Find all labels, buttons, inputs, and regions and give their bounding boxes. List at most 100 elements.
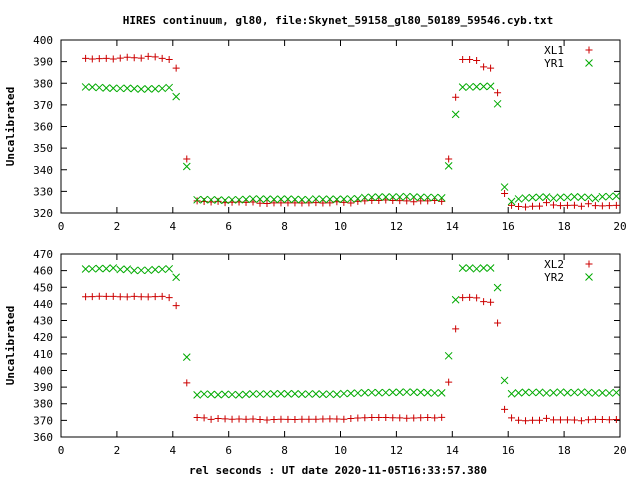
data-point-yr1 (395, 193, 404, 201)
x-tick-label-top: 18 (557, 220, 570, 233)
data-point-xl1 (577, 202, 585, 210)
data-point-xl1 (361, 197, 369, 205)
data-point-yr1 (472, 82, 481, 91)
data-point-yr1 (458, 83, 467, 91)
data-point-xl2 (396, 414, 404, 422)
data-point-yr1 (563, 193, 572, 202)
data-point-xl1 (396, 197, 404, 205)
data-point-xl1 (88, 55, 96, 63)
data-point-yr1 (416, 193, 425, 202)
data-point-xl2 (570, 416, 578, 424)
data-point-xl2 (424, 414, 432, 422)
data-point-yr1 (249, 195, 257, 203)
y-tick-label-top: 330 (33, 185, 53, 198)
data-point-yr2 (549, 388, 558, 397)
data-point-yr2 (193, 391, 201, 399)
data-point-yr1 (514, 195, 523, 203)
data-point-xl2 (263, 416, 271, 424)
data-point-yr2 (242, 390, 250, 399)
data-point-xl1 (508, 201, 516, 209)
data-point-xl2 (542, 414, 550, 422)
data-point-xl2 (228, 415, 236, 423)
data-point-yr2 (284, 390, 292, 398)
data-point-yr1 (340, 195, 348, 204)
data-point-yr1 (423, 193, 432, 202)
data-point-xl1 (452, 93, 460, 101)
data-point-xl2 (183, 379, 191, 387)
y-tick-label-bottom: 400 (33, 364, 53, 377)
data-point-yr2 (542, 389, 551, 397)
y-tick-label-bottom: 390 (33, 381, 53, 394)
data-point-xl1 (501, 190, 509, 198)
data-point-xl1 (263, 199, 271, 207)
data-point-xl2 (312, 415, 320, 423)
data-point-xl1 (347, 199, 355, 207)
data-point-xl1 (424, 197, 432, 205)
data-point-xl1 (556, 202, 564, 210)
data-point-xl2 (221, 415, 229, 423)
data-point-yr1 (221, 196, 229, 205)
data-point-yr1 (172, 92, 181, 101)
data-point-xl2 (529, 416, 537, 424)
data-point-xl1 (109, 55, 117, 63)
data-point-xl2 (88, 293, 96, 301)
data-point-xl1 (158, 54, 166, 62)
data-point-xl2 (494, 319, 502, 327)
data-point-yr1 (591, 194, 600, 203)
data-point-xl2 (389, 414, 397, 422)
data-point-yr1 (409, 193, 418, 201)
data-point-yr1 (333, 195, 341, 204)
data-point-xl2 (452, 325, 460, 333)
data-point-xl1 (473, 57, 481, 65)
data-point-yr1 (367, 193, 376, 202)
data-point-xl2 (445, 378, 453, 386)
data-point-xl2 (549, 416, 557, 424)
data-point-yr1 (570, 192, 579, 201)
data-point-yr2 (612, 388, 621, 397)
data-point-yr2 (451, 295, 460, 304)
data-point-xl1 (417, 197, 425, 205)
data-point-yr1 (214, 196, 222, 204)
data-point-yr1 (88, 83, 97, 91)
data-point-yr2 (333, 390, 341, 399)
x-tick-label-bottom: 18 (557, 444, 570, 457)
y-tick-label-bottom: 470 (33, 248, 53, 261)
data-point-yr1 (479, 82, 488, 91)
data-point-yr1 (549, 194, 558, 203)
data-point-yr1 (521, 194, 530, 202)
legend-top: XL1 YR1 (544, 44, 593, 70)
data-point-yr2 (437, 389, 446, 397)
data-point-yr1 (102, 84, 111, 92)
data-point-yr1 (291, 195, 299, 204)
data-point-yr2 (346, 389, 355, 398)
data-point-yr1 (402, 192, 411, 201)
data-point-xl2 (305, 415, 313, 423)
data-point-yr1 (353, 194, 362, 203)
data-point-yr1 (256, 195, 264, 204)
data-point-xl2 (284, 415, 292, 423)
data-point-xl1 (549, 201, 557, 209)
data-point-yr2 (109, 264, 118, 272)
data-point-yr2 (577, 388, 586, 396)
x-tick-label-top: 10 (334, 220, 347, 233)
data-point-yr2 (340, 389, 348, 398)
y-axis-label-top: Uncalibrated (4, 87, 17, 166)
legend-bottom: XL2 YR2 (544, 258, 593, 284)
data-point-xl2 (382, 414, 390, 422)
data-point-yr1 (465, 83, 474, 91)
series-marks-bottom (81, 264, 621, 425)
data-point-yr2 (207, 390, 215, 399)
x-tick-label-top: 2 (114, 220, 121, 233)
y-tick-label-bottom: 360 (33, 431, 53, 444)
data-point-yr2 (182, 353, 191, 361)
data-point-yr2 (500, 376, 509, 385)
data-point-yr2 (277, 389, 285, 398)
data-point-yr2 (367, 388, 376, 397)
data-point-yr1 (200, 195, 208, 204)
data-point-xl1 (598, 202, 606, 210)
data-point-yr1 (137, 85, 146, 93)
data-point-xl1 (368, 196, 376, 204)
legend-marker-xl2 (585, 260, 593, 268)
data-point-xl1 (340, 198, 348, 206)
data-point-xl1 (284, 199, 292, 207)
